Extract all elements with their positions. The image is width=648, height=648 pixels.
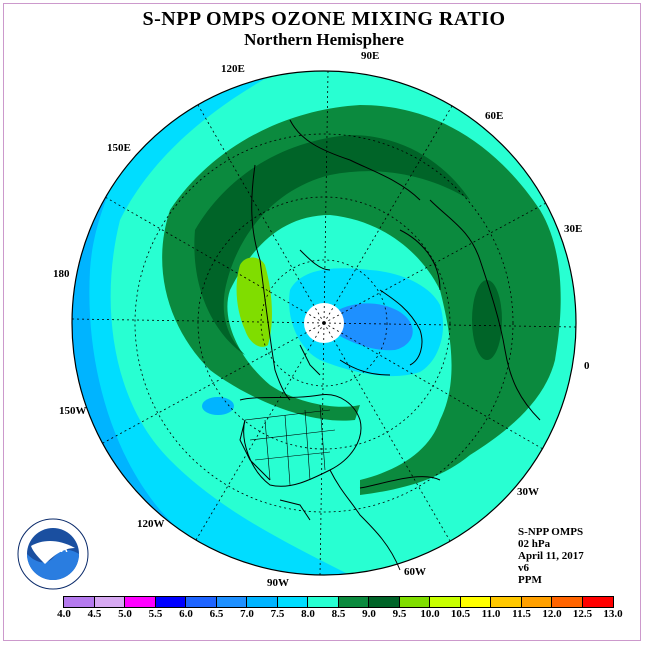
lon-label-30w: 30W [517,486,539,498]
colorbar-tick-label: 12.5 [572,608,593,620]
colorbar-tick-label: 13.0 [603,608,623,620]
colorbar-swatch [277,597,308,607]
lon-label-0: 0 [584,360,590,372]
map-title: S-NPP OMPS OZONE MIXING RATIO [142,8,506,30]
info-instrument: S-NPP OMPS [518,526,584,538]
colorbar-tick-label: 5.0 [118,608,132,620]
colorbar-tick-label: 7.0 [240,608,254,620]
colorbar-tick-label: 8.0 [301,608,315,620]
noaa-logo: NOAA [17,518,89,590]
colorbar-swatch [430,597,461,607]
colorbar [63,596,614,608]
info-date: April 11, 2017 [518,550,584,562]
colorbar-swatch [64,597,95,607]
colorbar-ticks: 4.0 4.5 5.0 5.5 6.0 6.5 7.0 7.5 8.0 8.5 9.0 9.5 10.0… [0,608,648,622]
colorbar-tick-label: 6.0 [179,608,193,620]
colorbar-swatch [338,597,369,607]
lon-label-90w: 90W [267,577,289,589]
lon-label-120w: 120W [137,518,165,530]
colorbar-swatch [369,597,400,607]
ozone-field [72,71,576,575]
colorbar-tick-label: 9.5 [392,608,407,620]
lon-label-90e: 90E [361,50,380,62]
colorbar-tick-label: 11.0 [481,608,501,620]
map-subtitle: Northern Hemisphere [244,30,404,49]
colorbar-tick-label: 4.0 [57,608,71,620]
coastlines [239,119,541,571]
colorbar-swatch [460,597,491,607]
info-version: v6 [518,562,529,574]
colorbar-swatch [582,597,613,607]
colorbar-swatch [399,597,430,607]
info-block: S-NPP OMPS 02 hPa April 11, 2017 v6 PPM [518,526,584,586]
graticule [71,70,577,576]
lon-label-150w: 150W [59,405,87,417]
colorbar-tick-label: 4.5 [87,608,102,620]
colorbar-tick-label: 7.5 [270,608,285,620]
lon-label-60w: 60W [404,566,426,578]
info-level: 02 hPa [518,538,551,550]
colorbar-tick-label: 12.0 [542,608,562,620]
colorbar-swatch [125,597,156,607]
colorbar-swatch [216,597,247,607]
colorbar-swatch [155,597,186,607]
noaa-logo-text: NOAA [38,544,67,555]
colorbar-tick-label: 8.5 [331,608,346,620]
colorbar-tick-label: 6.5 [209,608,224,620]
colorbar-swatch [308,597,339,607]
lon-label-120e: 120E [221,63,245,75]
lon-label-150e: 150E [107,142,131,154]
colorbar-swatch [491,597,522,607]
colorbar-tick-label: 9.0 [362,608,376,620]
lon-label-180: 180 [53,268,70,280]
colorbar-tick-label: 11.5 [512,608,531,620]
info-units: PPM [518,574,542,586]
map-boundary-circle [71,70,577,576]
lon-label-60e: 60E [485,110,504,122]
us-state-borders [244,404,336,486]
colorbar-swatch [247,597,278,607]
colorbar-tick-label: 10.5 [450,608,471,620]
colorbar-tick-label: 10.0 [420,608,440,620]
colorbar-swatch [521,597,552,607]
colorbar-tick-label: 5.5 [148,608,163,620]
colorbar-swatch [552,597,583,607]
colorbar-swatch [94,597,125,607]
figure-frame [3,3,641,641]
colorbar-swatch [186,597,217,607]
lon-label-30e: 30E [564,223,583,235]
